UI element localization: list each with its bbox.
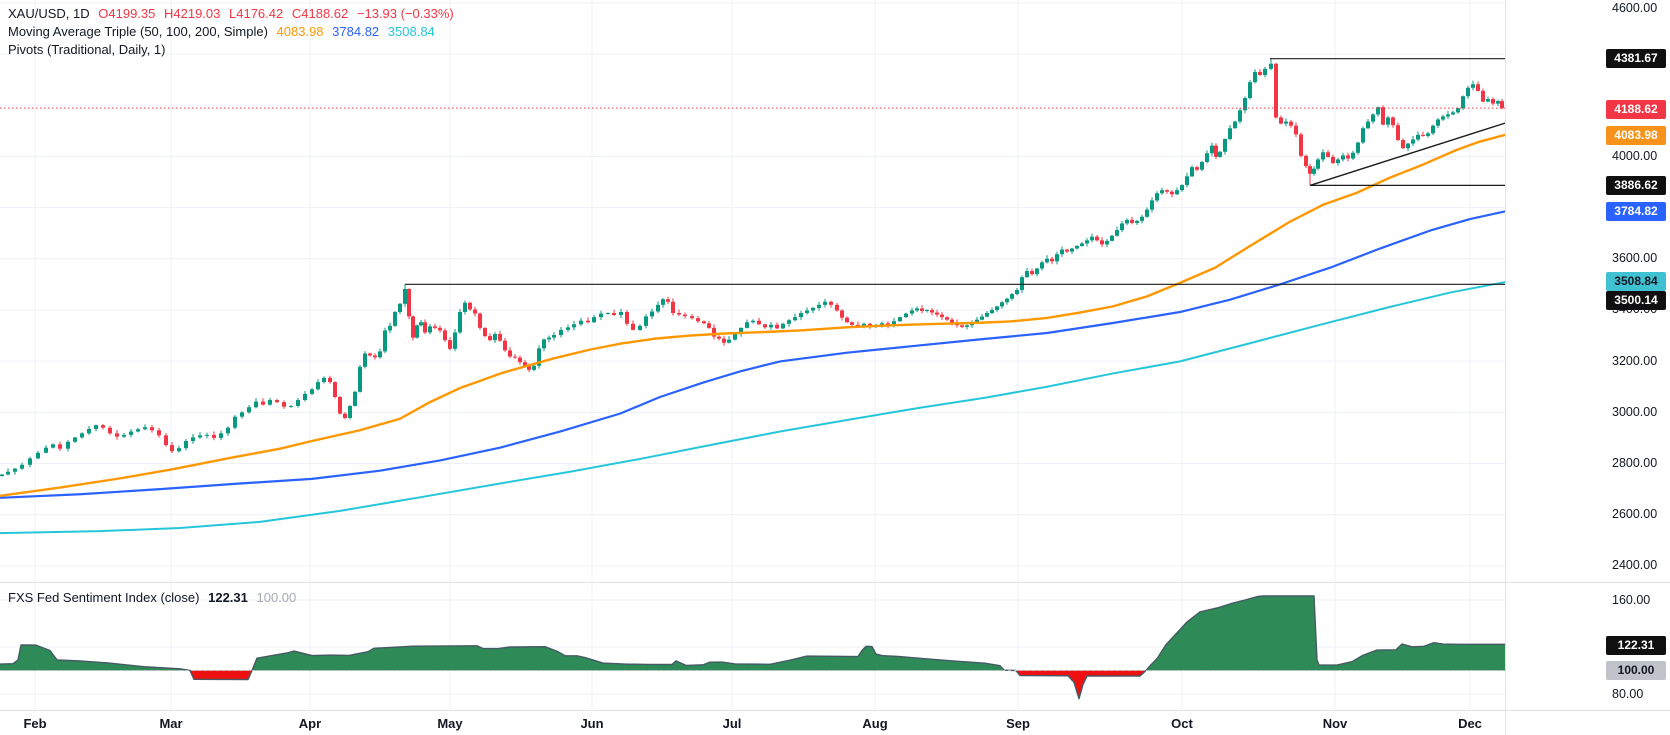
- panel-separator[interactable]: [0, 582, 1670, 583]
- price-badge: 4381.67: [1606, 49, 1666, 69]
- price-axis-separator[interactable]: [1505, 0, 1506, 735]
- month-label-oct: Oct: [1171, 716, 1193, 731]
- sentiment-badge: 100.00: [1606, 661, 1666, 680]
- sentiment-value: 122.31: [208, 590, 248, 605]
- price-gridline-label: 3000.00: [1612, 404, 1658, 419]
- sma-100-line: [0, 210, 1505, 499]
- symbol-legend-row: XAU/USD, 1D O4199.35 H4219.03 L4176.42 C…: [8, 5, 459, 22]
- month-label-feb: Feb: [23, 716, 47, 731]
- price-gridline-label: 2400.00: [1612, 558, 1658, 573]
- price-badge: 4188.62: [1606, 99, 1666, 119]
- sentiment-badge: 122.31: [1606, 636, 1666, 655]
- month-label-jul: Jul: [722, 716, 742, 731]
- pivot-lines-layer: [405, 58, 1506, 285]
- month-label-sep: Sep: [1006, 716, 1030, 731]
- ma50-value: 4083.98: [276, 24, 324, 39]
- price-badge: 3508.84: [1606, 271, 1666, 291]
- month-label-mar: Mar: [159, 716, 183, 731]
- price-gridline-label: 3600.00: [1612, 251, 1658, 266]
- month-label-may: May: [437, 716, 463, 731]
- month-label-dec: Dec: [1458, 716, 1482, 731]
- price-gridline-label: 3200.00: [1612, 353, 1658, 368]
- ma-legend-row: Moving Average Triple (50, 100, 200, Sim…: [8, 23, 440, 40]
- time-axis-separator: [0, 710, 1670, 711]
- ohlc-change: −13.93 (−0.33%): [356, 6, 454, 21]
- sentiment-area-positive: [0, 595, 1505, 671]
- sentiment-gridline-label: 160.00: [1612, 592, 1651, 607]
- ma-indicator-title[interactable]: Moving Average Triple (50, 100, 200, Sim…: [8, 24, 268, 39]
- sma-50-line: [0, 133, 1505, 497]
- month-label-nov: Nov: [1322, 716, 1348, 731]
- ma100-value: 3784.82: [332, 24, 380, 39]
- ohlc-open: O4199.35: [98, 6, 156, 21]
- price-gridline-label: 4000.00: [1612, 148, 1658, 163]
- sentiment-legend-row: FXS Fed Sentiment Index (close) 122.31 1…: [8, 589, 301, 606]
- sentiment-baseline-value: 100.00: [256, 590, 297, 605]
- price-gridline-label: 4600.00: [1612, 0, 1658, 15]
- price-badge: 4083.98: [1606, 125, 1666, 145]
- month-label-aug: Aug: [862, 716, 888, 731]
- price-gridline-label: 2800.00: [1612, 456, 1658, 471]
- candles-layer: [0, 58, 1504, 477]
- sentiment-gridline-label: 80.00: [1612, 686, 1644, 701]
- price-badge: 3784.82: [1606, 202, 1666, 222]
- ohlc-close: C4188.62: [291, 6, 349, 21]
- month-label-apr: Apr: [298, 716, 322, 731]
- month-label-jun: Jun: [580, 716, 604, 731]
- pivots-legend-row: Pivots (Traditional, Daily, 1): [8, 41, 171, 58]
- sentiment-indicator-title[interactable]: FXS Fed Sentiment Index (close): [8, 590, 200, 605]
- gridlines: [0, 0, 1505, 710]
- price-gridline-label: 2600.00: [1612, 507, 1658, 522]
- sentiment-line: [0, 595, 1506, 700]
- pivots-indicator-title[interactable]: Pivots (Traditional, Daily, 1): [8, 42, 166, 57]
- sma-200-line: [0, 281, 1505, 535]
- price-badge: 3886.62: [1606, 176, 1666, 196]
- symbol-title[interactable]: XAU/USD, 1D: [8, 6, 90, 21]
- price-badge: 3500.14: [1606, 290, 1666, 310]
- ohlc-high: H4219.03: [164, 6, 221, 21]
- ma200-value: 3508.84: [387, 24, 435, 39]
- ohlc-low: L4176.42: [229, 6, 284, 21]
